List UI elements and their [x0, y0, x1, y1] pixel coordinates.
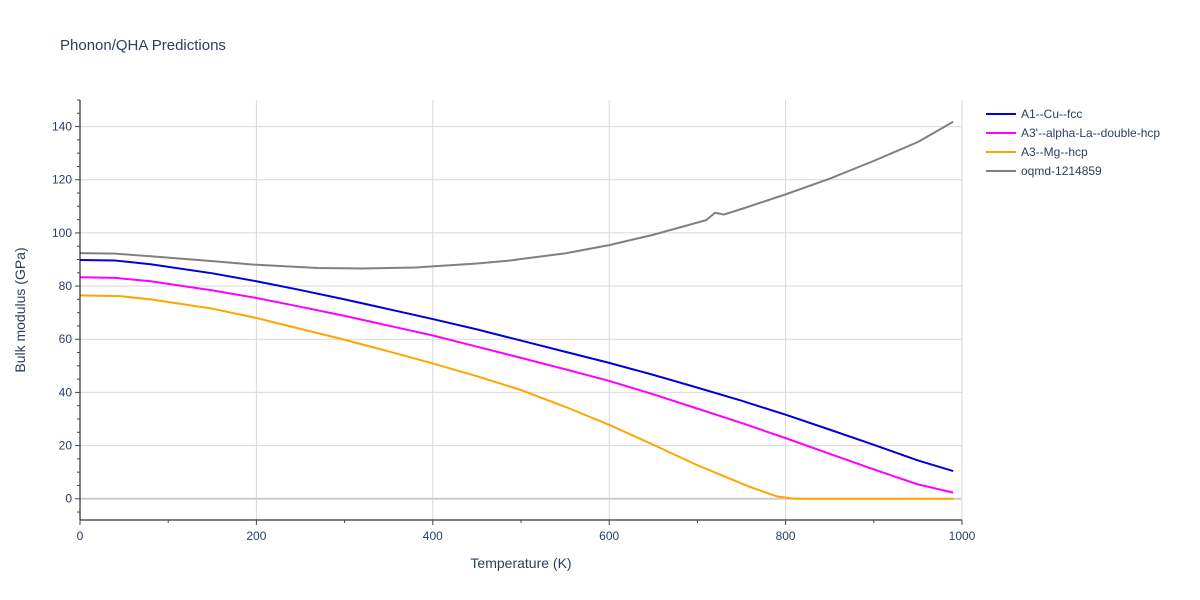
y-tick-label: 80: [59, 279, 73, 293]
legend-label: A1--Cu--fcc: [1021, 107, 1082, 121]
y-axis-label: Bulk modulus (GPa): [12, 247, 28, 372]
x-tick-label: 600: [599, 529, 619, 543]
y-tick-label: 40: [59, 385, 73, 399]
legend-label: oqmd-1214859: [1021, 164, 1102, 178]
legend[interactable]: A1--Cu--fcc A3'--alpha-La--double-hcp A3--…: [986, 107, 1160, 178]
y-tick-label: 140: [52, 120, 72, 134]
x-tick-label: 1000: [949, 529, 976, 543]
series-line-3: [79, 120, 954, 270]
x-tick-label: 200: [246, 529, 266, 543]
y-tick-label: 0: [65, 492, 72, 506]
legend-label: A3'--alpha-La--double-hcp: [1021, 126, 1160, 140]
series-line-0: [79, 259, 954, 473]
grid: [80, 100, 963, 520]
legend-item-3[interactable]: oqmd-1214859: [986, 164, 1102, 178]
x-tick-label: 800: [776, 529, 796, 543]
series-line-1: [79, 276, 954, 494]
legend-item-2[interactable]: A3--Mg--hcp: [986, 145, 1088, 159]
legend-label: A3--Mg--hcp: [1021, 145, 1088, 159]
legend-item-1[interactable]: A3'--alpha-La--double-hcp: [986, 126, 1160, 140]
x-axis-ticks: 0 200 400 600 800 1000: [77, 520, 976, 543]
y-axis-ticks: 0 20 40 60 80 100 120 140: [52, 99, 80, 513]
y-tick-label: 60: [59, 332, 73, 346]
legend-item-0[interactable]: A1--Cu--fcc: [986, 107, 1082, 121]
chart-title: Phonon/QHA Predictions: [60, 37, 226, 54]
x-tick-label: 0: [77, 529, 84, 543]
x-tick-label: 400: [423, 529, 443, 543]
series-lines: [79, 120, 954, 500]
axes: [79, 100, 962, 521]
y-tick-label: 120: [52, 173, 72, 187]
x-axis-label: Temperature (K): [470, 555, 571, 571]
y-tick-label: 20: [59, 439, 73, 453]
y-tick-label: 100: [52, 226, 72, 240]
series-line-2: [79, 294, 954, 500]
